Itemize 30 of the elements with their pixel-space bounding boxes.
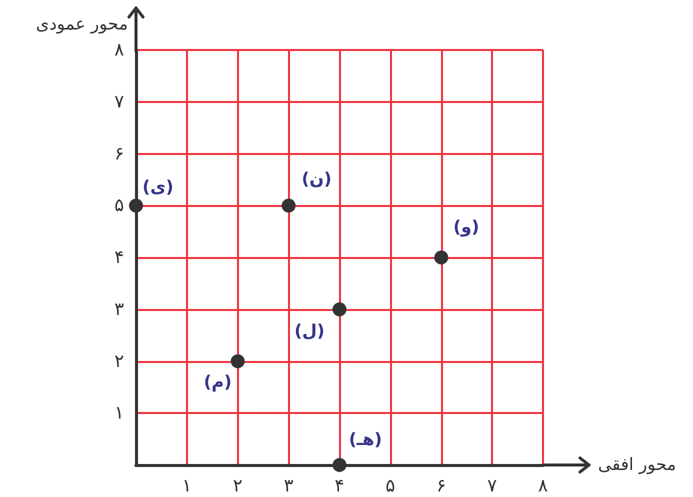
x-tick-label: ۷: [487, 476, 498, 496]
y-tick-label: ۳: [114, 298, 124, 320]
point: [332, 302, 346, 316]
y-tick-label: ۵: [114, 195, 124, 216]
x-tick-label: ۲: [232, 476, 243, 496]
annotation: (ی): [142, 178, 174, 198]
annotation: (م): [204, 372, 232, 392]
y-tick-label: ۴: [114, 247, 124, 268]
y-axis-title: محور عمودی: [36, 14, 128, 34]
x-tick-label: ۵: [386, 476, 396, 496]
x-tick-label: ۸: [538, 476, 548, 496]
y-tick-label: ۱: [114, 402, 124, 424]
annotation: (ل): [294, 321, 325, 342]
x-axis-title: محور افقی: [598, 455, 676, 475]
x-tick-label: ۶: [436, 476, 446, 496]
annotation: (و): [453, 218, 480, 238]
annotation: (ن): [302, 170, 332, 190]
y-tick-label: ۷: [114, 91, 124, 112]
y-tick-label: ۶: [114, 143, 124, 164]
y-tick-label: ۸: [114, 40, 124, 60]
annotation: (هـ): [348, 430, 382, 450]
x-tick-label: ۳: [284, 476, 294, 496]
x-tick-label: ۱: [182, 476, 192, 496]
point: [434, 250, 448, 264]
point: [230, 354, 245, 368]
point: [332, 458, 346, 472]
point: [129, 198, 143, 213]
x-tick-label: ۴: [334, 476, 344, 496]
point: [282, 198, 296, 213]
y-tick-label: ۲: [114, 350, 124, 372]
